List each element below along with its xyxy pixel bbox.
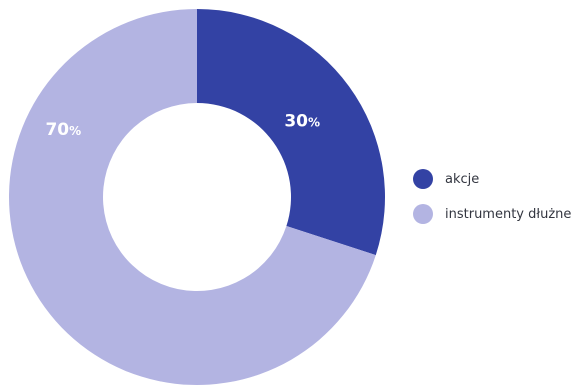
legend-label-akcje: akcje: [445, 171, 480, 187]
chart-legend: akcje instrumenty dłużne: [413, 168, 571, 238]
legend-swatch-instrumenty-dluzne: [413, 204, 433, 224]
slice-labels: 30% 70%: [45, 112, 320, 140]
legend-swatch-akcje: [413, 169, 433, 189]
legend-item-instrumenty-dluzne: instrumenty dłużne: [413, 203, 571, 225]
donut-slices: [8, 9, 385, 385]
slice-label-instrumenty-dłużne: 70%: [45, 120, 81, 140]
slice-instrumenty-dłużne: [8, 9, 376, 385]
slice-label-akcje: 30%: [284, 112, 320, 132]
slice-akcje: [197, 9, 385, 256]
legend-item-akcje: akcje: [413, 168, 571, 190]
legend-label-instrumenty-dluzne: instrumenty dłużne: [445, 206, 572, 222]
